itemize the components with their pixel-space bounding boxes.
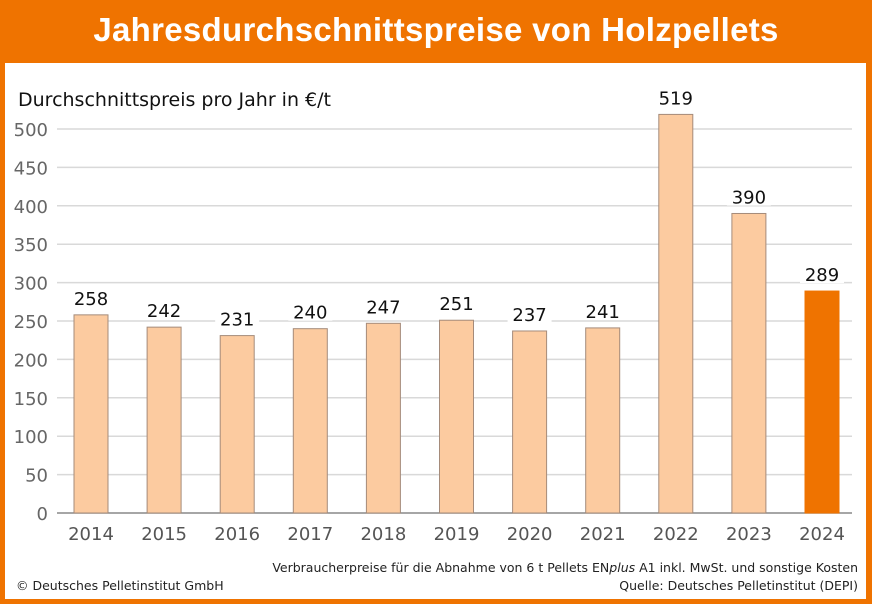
y-tick-label: 250 [14,312,48,333]
y-axis-label: Durchschnittspreis pro Jahr in €/t [18,89,331,111]
y-tick-label: 150 [14,389,48,410]
footnote-suffix: A1 inkl. MwSt. und sonstige Kosten [635,560,858,575]
x-tick-label-2022: 2022 [653,524,699,545]
x-tick-label-2021: 2021 [580,524,626,545]
value-label-bg [142,297,187,320]
value-label-bg [800,261,844,284]
bar-2016 [219,335,255,514]
bar-2019 [439,319,474,514]
y-tick-label: 400 [14,197,48,218]
value-label-bg [580,297,625,320]
value-label-2017: 240 [293,303,327,324]
y-tick-label: 300 [14,274,48,295]
value-label-bg [726,183,771,206]
value-label-bg [434,290,479,313]
value-label-2023: 390 [732,187,766,208]
x-tick-label-2018: 2018 [360,524,406,545]
footnote-prefix: Verbraucherpreise für die Abnahme von 6 … [272,560,610,575]
bar-2017 [292,328,328,514]
bar-2020 [512,330,548,514]
y-tick-label: 100 [14,427,48,448]
footnote-italic: plus [609,560,636,575]
bar-2018 [365,322,401,514]
x-tick-label-2019: 2019 [434,524,480,545]
x-tick-label-2014: 2014 [68,524,114,545]
bar-2024 [804,290,840,514]
value-label-2014: 258 [74,289,108,310]
footnote: Verbraucherpreise für die Abnahme von 6 … [272,560,858,575]
value-label-2018: 247 [366,297,400,318]
y-tick-label: 350 [14,235,48,256]
y-tick-label: 500 [14,120,48,141]
value-label-2024: 289 [805,265,839,286]
bar-2014 [73,314,109,514]
value-label-bg [69,284,113,307]
value-label-2019: 251 [439,294,473,315]
value-label-bg [361,293,406,316]
value-label-2022: 519 [659,88,693,109]
source-note: Quelle: Deutsches Pelletinstitut (DEPI) [619,578,858,593]
value-label-bg [288,298,333,321]
y-tick-label: 200 [14,350,48,371]
y-tick-label: 0 [37,504,48,525]
y-tick-label: 450 [14,158,48,179]
x-tick-label-2017: 2017 [287,524,333,545]
bar-2021 [585,327,621,514]
bar-2022 [658,113,694,514]
value-label-bg [653,84,698,107]
value-label-bg [507,300,552,323]
value-label-2015: 242 [147,301,181,322]
chart-title: Jahresdurchschnittspreise von Holzpellet… [93,11,779,48]
copyright-note: © Deutsches Pelletinstitut GmbH [16,578,224,593]
value-label-2016: 231 [220,310,254,331]
bar-2015 [146,326,182,514]
x-tick-label-2020: 2020 [507,524,553,545]
x-tick-label-2015: 2015 [141,524,187,545]
x-tick-label-2024: 2024 [799,524,845,545]
bar-2023 [731,212,767,514]
value-label-2020: 237 [512,305,546,326]
value-label-bg [215,305,260,328]
x-tick-label-2016: 2016 [214,524,260,545]
value-label-2021: 241 [586,302,620,323]
y-tick-label: 50 [25,466,48,487]
x-tick-label-2023: 2023 [726,524,772,545]
